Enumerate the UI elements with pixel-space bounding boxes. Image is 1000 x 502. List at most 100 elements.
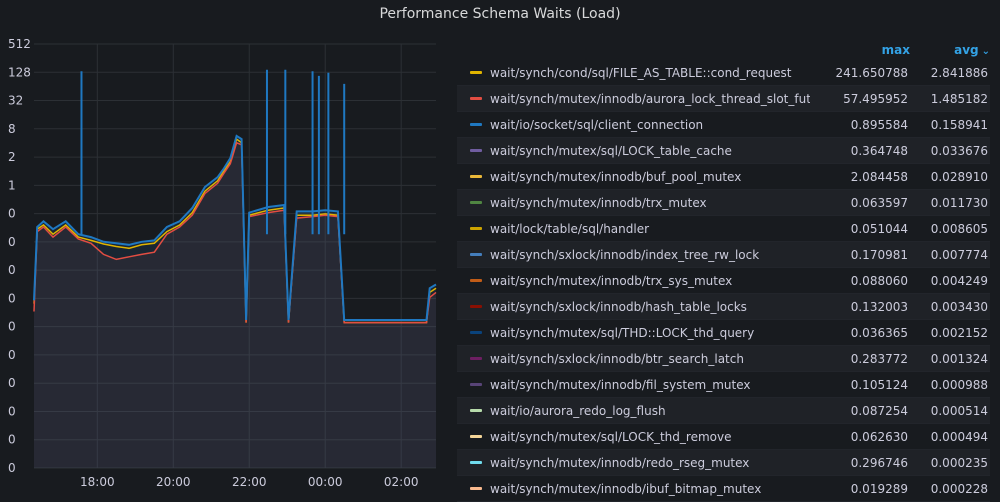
spike-lines	[80, 69, 346, 235]
series-color-swatch[interactable]	[470, 305, 482, 308]
legend-max-value: 0.062630	[850, 429, 908, 444]
legend-max-value: 0.051044	[850, 221, 908, 236]
legend-row[interactable]: wait/synch/mutex/innodb/trx_mutex 0.06359…	[457, 190, 990, 216]
legend-series-name[interactable]: wait/io/socket/sql/client_connection	[490, 117, 704, 132]
legend-avg-label: avg	[954, 43, 979, 57]
legend-avg-value: 0.000514	[930, 403, 988, 418]
series-color-swatch[interactable]	[470, 487, 482, 490]
series-color-swatch[interactable]	[470, 123, 482, 126]
legend-max-value: 0.895584	[850, 117, 908, 132]
legend-avg-value: 0.002152	[930, 325, 988, 340]
legend-sort-avg[interactable]: avg ⌄	[910, 43, 990, 57]
y-tick-label: 32	[8, 94, 23, 108]
legend-row[interactable]: wait/lock/table/sql/handler 0.051044 0.008…	[457, 216, 990, 242]
legend-series-name[interactable]: wait/synch/mutex/innodb/trx_sys_mutex	[490, 273, 733, 288]
legend-series-name[interactable]: wait/synch/mutex/innodb/aurora_lock_thre…	[490, 91, 810, 106]
series-color-swatch[interactable]	[470, 201, 482, 204]
y-tick-label: 0	[8, 348, 16, 362]
legend-series-name[interactable]: wait/synch/mutex/innodb/ibuf_bitmap_mute…	[490, 481, 762, 496]
series-color-swatch[interactable]	[470, 461, 482, 464]
legend-max-value: 57.495952	[843, 91, 908, 106]
legend-avg-value: 0.000228	[930, 481, 988, 496]
legend-row[interactable]: wait/io/aurora_redo_log_flush 0.087254 0.0…	[457, 398, 990, 424]
y-tick-label: 0	[8, 433, 16, 447]
legend-avg-value: 0.000494	[930, 429, 988, 444]
legend-max-value: 0.088060	[850, 273, 908, 288]
legend-series-name[interactable]: wait/synch/cond/sql/FILE_AS_TABLE::cond_…	[490, 65, 792, 80]
series-color-swatch[interactable]	[470, 175, 482, 178]
legend-max-value: 0.364748	[850, 143, 908, 158]
series-area	[34, 135, 436, 468]
legend-max-value: 0.036365	[850, 325, 908, 340]
legend-avg-value: 0.007774	[930, 247, 988, 262]
legend-row[interactable]: wait/synch/mutex/innodb/buf_pool_mutex 2.…	[457, 164, 990, 190]
legend-row[interactable]: wait/io/socket/sql/client_connection 0.89…	[457, 112, 990, 138]
legend-series-name[interactable]: wait/lock/table/sql/handler	[490, 221, 650, 236]
legend-max-value: 0.105124	[850, 377, 908, 392]
legend-row[interactable]: wait/synch/mutex/innodb/aurora_lock_thre…	[457, 86, 990, 112]
legend-row[interactable]: wait/synch/mutex/sql/LOCK_thd_remove 0.06…	[457, 424, 990, 450]
y-tick-label: 0	[8, 376, 16, 390]
legend-max-value: 0.296746	[850, 455, 908, 470]
series-area	[34, 142, 436, 469]
legend-max-value: 0.063597	[850, 195, 908, 210]
legend-series-name[interactable]: wait/synch/mutex/innodb/fil_system_mutex	[490, 377, 751, 392]
legend-row[interactable]: wait/synch/mutex/innodb/redo_rseg_mutex 0…	[457, 450, 990, 476]
legend-series-name[interactable]: wait/synch/mutex/innodb/trx_mutex	[490, 195, 707, 210]
legend-series-name[interactable]: wait/synch/mutex/innodb/buf_pool_mutex	[490, 169, 742, 184]
legend-series-name[interactable]: wait/synch/mutex/innodb/redo_rseg_mutex	[490, 455, 750, 470]
legend-series-name[interactable]: wait/synch/sxlock/innodb/index_tree_rw_l…	[490, 247, 760, 262]
legend-row[interactable]: wait/synch/mutex/sql/THD::LOCK_thd_query…	[457, 320, 990, 346]
legend-row[interactable]: wait/synch/sxlock/innodb/btr_search_latc…	[457, 346, 990, 372]
series-color-swatch[interactable]	[470, 253, 482, 256]
legend-avg-value: 0.003430	[930, 299, 988, 314]
legend-max-value: 0.170981	[850, 247, 908, 262]
legend-avg-value: 0.033676	[930, 143, 988, 158]
legend-series-name[interactable]: wait/synch/sxlock/innodb/btr_search_latc…	[490, 351, 744, 366]
legend-max-value: 0.019289	[850, 481, 908, 496]
legend-avg-value: 0.000988	[930, 377, 988, 392]
series-color-swatch[interactable]	[470, 435, 482, 438]
y-tick-label: 0	[8, 291, 16, 305]
legend-max-value: 2.084458	[850, 169, 908, 184]
series-color-swatch[interactable]	[470, 357, 482, 360]
panel-title[interactable]: Performance Schema Waits (Load)	[379, 6, 621, 22]
legend-row[interactable]: wait/synch/sxlock/innodb/index_tree_rw_l…	[457, 242, 990, 268]
series-color-swatch[interactable]	[470, 409, 482, 412]
x-axis: 18:00 20:00 22:00 00:00 02:00	[80, 44, 418, 489]
legend-row[interactable]: wait/synch/mutex/innodb/fil_system_mutex…	[457, 372, 990, 398]
y-tick-label: 1	[8, 178, 16, 192]
x-tick-label: 18:00	[80, 475, 115, 489]
series-areas	[34, 135, 436, 469]
legend-row[interactable]: wait/synch/mutex/innodb/trx_sys_mutex 0.0…	[457, 268, 990, 294]
legend-row[interactable]: wait/synch/mutex/sql/LOCK_table_cache 0.3…	[457, 138, 990, 164]
legend-series-name[interactable]: wait/synch/mutex/sql/THD::LOCK_thd_query	[490, 325, 755, 340]
y-tick-label: 128	[8, 65, 31, 79]
legend-avg-value: 0.001324	[930, 351, 988, 366]
series-color-swatch[interactable]	[470, 97, 482, 100]
legend-series-name[interactable]: wait/io/aurora_redo_log_flush	[490, 403, 666, 418]
series-color-swatch[interactable]	[470, 227, 482, 230]
legend-max-value: 241.650788	[835, 65, 908, 80]
legend-rows: wait/synch/cond/sql/FILE_AS_TABLE::cond_…	[457, 60, 990, 502]
legend-series-name[interactable]: wait/synch/mutex/sql/LOCK_table_cache	[490, 143, 732, 158]
chart-plot[interactable]: 512 128 32 8 2 1 0 0 0 0 0 0 0 0 0 0 18:00 20:00 22:00 00:…	[0, 30, 445, 500]
series-color-swatch[interactable]	[470, 383, 482, 386]
legend-row[interactable]: wait/synch/mutex/innodb/ibuf_bitmap_mute…	[457, 476, 990, 502]
legend-series-name[interactable]: wait/synch/sxlock/innodb/hash_table_lock…	[490, 299, 747, 314]
legend-row[interactable]: wait/synch/sxlock/innodb/hash_table_lock…	[457, 294, 990, 320]
series-color-swatch[interactable]	[470, 279, 482, 282]
legend-max-value: 0.283772	[850, 351, 908, 366]
legend-row[interactable]: wait/synch/cond/sql/FILE_AS_TABLE::cond_…	[457, 60, 990, 86]
y-tick-label: 0	[8, 461, 16, 475]
series-color-swatch[interactable]	[470, 71, 482, 74]
series-color-swatch[interactable]	[470, 331, 482, 334]
y-tick-label: 0	[8, 263, 16, 277]
legend-series-name[interactable]: wait/synch/mutex/sql/LOCK_thd_remove	[490, 429, 732, 444]
series-color-swatch[interactable]	[470, 149, 482, 152]
y-tick-label: 0	[8, 404, 16, 418]
legend-avg-value: 0.000235	[930, 455, 988, 470]
legend-avg-value: 0.011730	[930, 195, 988, 210]
legend-sort-max[interactable]: max	[881, 43, 910, 57]
chevron-down-icon: ⌄	[981, 46, 990, 57]
